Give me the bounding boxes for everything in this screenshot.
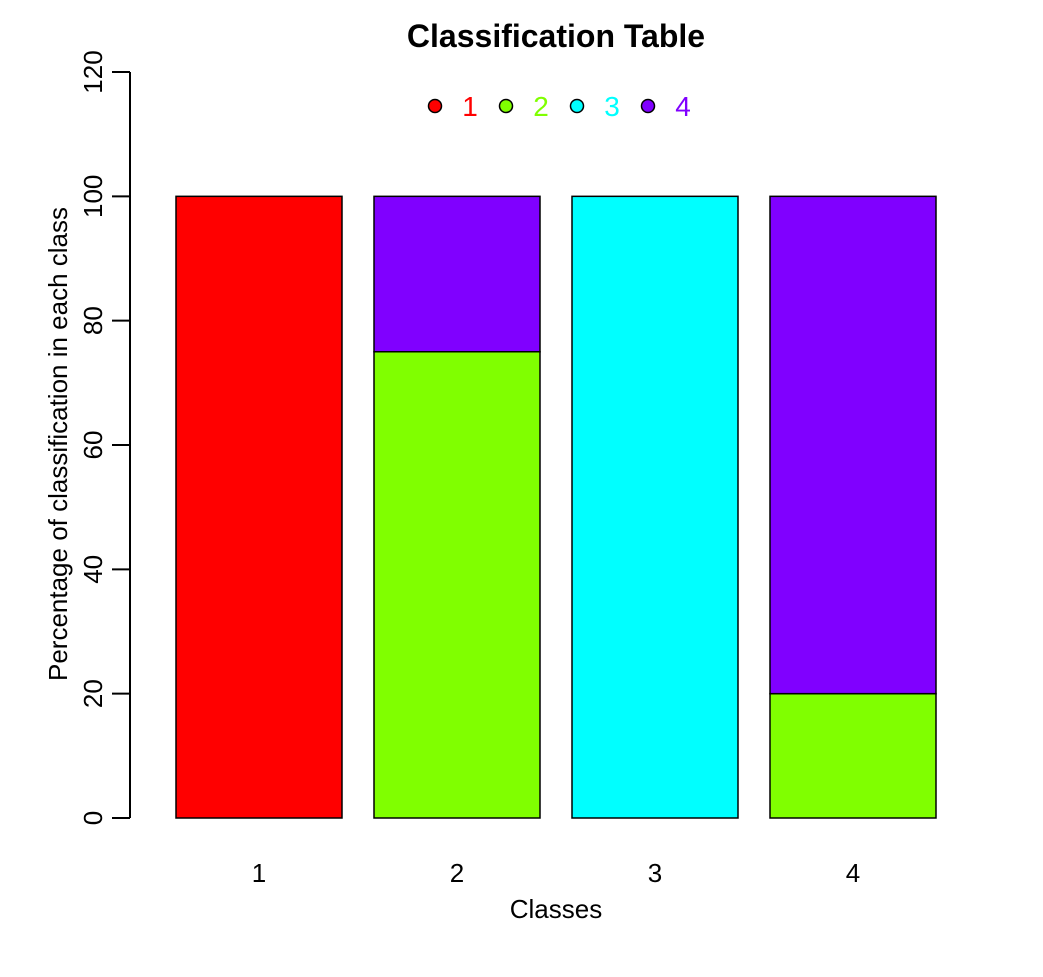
y-tick-label: 120 (78, 50, 108, 93)
y-tick-label: 0 (78, 811, 108, 825)
y-axis-label: Percentage of classification in each cla… (43, 207, 73, 681)
x-tick-label: 1 (252, 858, 266, 888)
bar-class-2-segment-2 (373, 351, 541, 819)
bar-class-1-segment-1 (175, 195, 343, 819)
legend-label: 1 (462, 91, 478, 122)
chart-title: Classification Table (407, 18, 705, 54)
y-axis: 0 20 40 60 80 100 120 (78, 50, 131, 825)
legend-marker (569, 98, 585, 114)
bar-class-3-segment-3 (571, 195, 739, 819)
x-tick-label: 3 (648, 858, 662, 888)
legend-label: 3 (604, 91, 620, 122)
y-tick-label: 20 (78, 679, 108, 708)
bar-class-4-segment-4 (769, 195, 937, 695)
legend-label: 4 (675, 91, 691, 122)
x-axis-label: Classes (510, 894, 602, 924)
legend: 1 2 3 4 (427, 91, 691, 122)
x-tick-label: 2 (450, 858, 464, 888)
x-tick-label: 4 (846, 858, 860, 888)
y-tick-label: 80 (78, 306, 108, 335)
bar-class-4-segment-2 (769, 692, 937, 819)
legend-marker (640, 98, 656, 114)
x-axis-tick-labels: 1 2 3 4 (252, 858, 860, 888)
y-tick-label: 100 (78, 175, 108, 218)
legend-label: 2 (533, 91, 549, 122)
bar-class-2-segment-4 (373, 195, 541, 353)
legend-marker (498, 98, 514, 114)
legend-marker (427, 98, 443, 114)
y-tick-label: 60 (78, 431, 108, 460)
y-tick-label: 40 (78, 555, 108, 584)
bars-group (175, 195, 937, 819)
